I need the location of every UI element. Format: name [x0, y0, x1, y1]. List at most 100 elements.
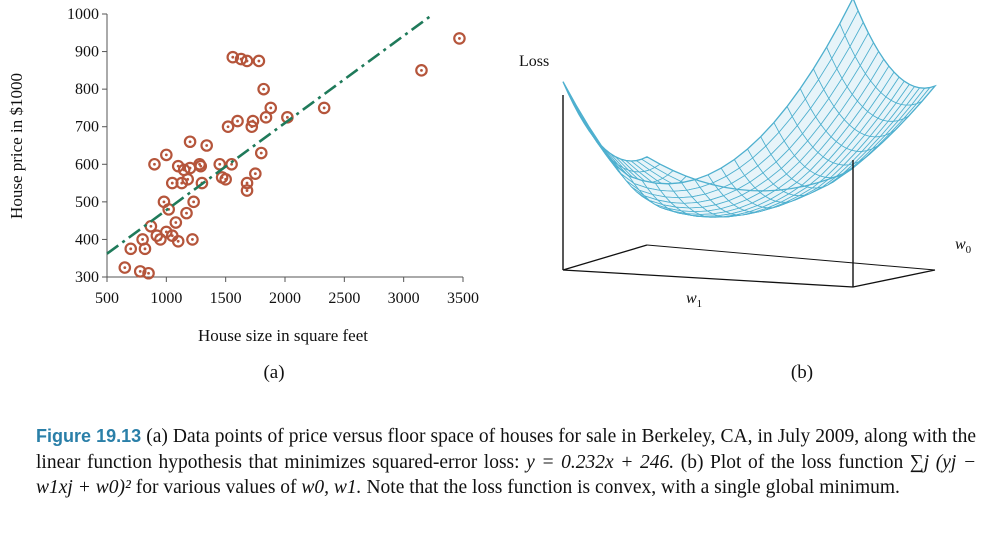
data-point-ring [124, 242, 138, 256]
data-point [249, 167, 262, 180]
caption-equation: y = 0.232x + 246. [526, 451, 675, 473]
x-tick-label: 500 [95, 290, 119, 307]
data-point-ring [148, 157, 161, 171]
data-point-ring [186, 233, 199, 246]
y-tick-label: 900 [75, 44, 99, 61]
panel-label-b: (b) [791, 362, 813, 383]
data-point-ring [453, 32, 466, 45]
data-point-dot [205, 144, 209, 147]
data-point-dot [188, 140, 192, 144]
data-point-ring [225, 157, 238, 171]
data-point-dot [253, 172, 257, 176]
data-point-ring [259, 111, 273, 124]
data-point-ring [154, 233, 167, 246]
data-point-ring [240, 54, 254, 68]
data-point-ring [181, 173, 194, 186]
data-point [240, 54, 254, 68]
figure-caption: Figure 19.13 (a) Data points of price ve… [36, 424, 976, 501]
data-point [259, 111, 273, 124]
data-point [187, 195, 200, 209]
data-point [169, 216, 183, 229]
x-tick-label: 3500 [447, 290, 479, 307]
data-point [221, 120, 235, 134]
x-tick-label: 2500 [328, 290, 360, 307]
data-point [133, 265, 147, 278]
data-point-dot [420, 68, 423, 72]
data-point [138, 242, 152, 256]
data-point-ring [415, 64, 428, 77]
data-point-dot [264, 115, 268, 119]
data-point [264, 101, 278, 115]
data-point [142, 266, 155, 280]
data-point [226, 50, 240, 64]
data-point-ring [180, 206, 193, 220]
w1-letter: w [686, 290, 697, 307]
data-point [415, 64, 428, 77]
data-point-dot [174, 221, 178, 224]
data-point [453, 32, 466, 45]
data-point-ring [142, 266, 155, 280]
data-point [254, 146, 268, 160]
data-point-ring [252, 54, 266, 68]
data-point-ring [317, 101, 331, 115]
data-point-ring [171, 235, 185, 248]
y-tick-label: 500 [75, 194, 99, 211]
floor-back-edge [646, 244, 936, 271]
loss-axis-label: Loss [519, 53, 549, 70]
data-point-ring [162, 203, 176, 216]
w1-axis-label: w1 [686, 290, 702, 310]
data-point-dot [226, 125, 230, 129]
x-tick-label: 3000 [388, 290, 420, 307]
data-point-ring [219, 173, 232, 186]
data-point-dot [170, 234, 174, 238]
data-point-ring [249, 167, 262, 180]
data-point-dot [186, 177, 190, 181]
data-point [240, 176, 254, 190]
data-point-ring [221, 120, 235, 134]
data-point [194, 159, 208, 173]
y-tick-label: 300 [75, 269, 99, 286]
data-point-ring [118, 261, 132, 274]
data-point [160, 148, 173, 162]
data-point-dot [153, 162, 156, 166]
data-point [200, 139, 213, 152]
data-point-dot [218, 162, 222, 166]
data-point [186, 233, 199, 246]
data-point [118, 261, 132, 274]
data-point-dot [262, 87, 266, 91]
data-point-dot [162, 200, 166, 204]
w0-axis-label: w0 [955, 236, 972, 256]
x-tick-label: 1000 [150, 290, 182, 307]
w1-subscript: 1 [697, 298, 703, 310]
caption-loss-expression: ∑j (yj − w1xj + w0)² [36, 451, 977, 499]
data-point-dot [199, 164, 203, 168]
data-point [231, 114, 244, 128]
y-tick-label: 700 [75, 119, 99, 136]
data-point-dot [245, 181, 249, 185]
data-point-dot [170, 181, 174, 185]
data-point-ring [194, 159, 208, 173]
caption-text-3: for various values of [135, 477, 297, 498]
scatter-chart: 300 400 500 600 700 800 900 1000 500 1000 1500 2000… [7, 6, 479, 383]
data-point-ring [187, 195, 200, 209]
data-point-dot [159, 238, 162, 241]
data-point [154, 233, 167, 246]
x-axis-label: House size in square feet [198, 326, 368, 345]
data-point-ring [200, 139, 213, 152]
data-point [317, 101, 331, 115]
data-point [246, 114, 260, 128]
loss-surface-chart: Loss w1 w0 (b) [519, 0, 972, 383]
x-tick-label: 1500 [210, 290, 242, 307]
data-point [148, 157, 161, 171]
data-point [171, 235, 185, 248]
data-point-dot [191, 238, 194, 241]
data-point-ring [231, 114, 244, 128]
panel-label-a: (a) [263, 362, 284, 383]
y-axis-label: House price in $1000 [7, 73, 26, 219]
w0-subscript: 0 [966, 244, 972, 256]
data-point [240, 184, 254, 197]
data-point-ring [240, 184, 254, 197]
data-point [124, 242, 138, 256]
data-point-dot [185, 211, 188, 215]
data-point-dot [147, 271, 150, 275]
